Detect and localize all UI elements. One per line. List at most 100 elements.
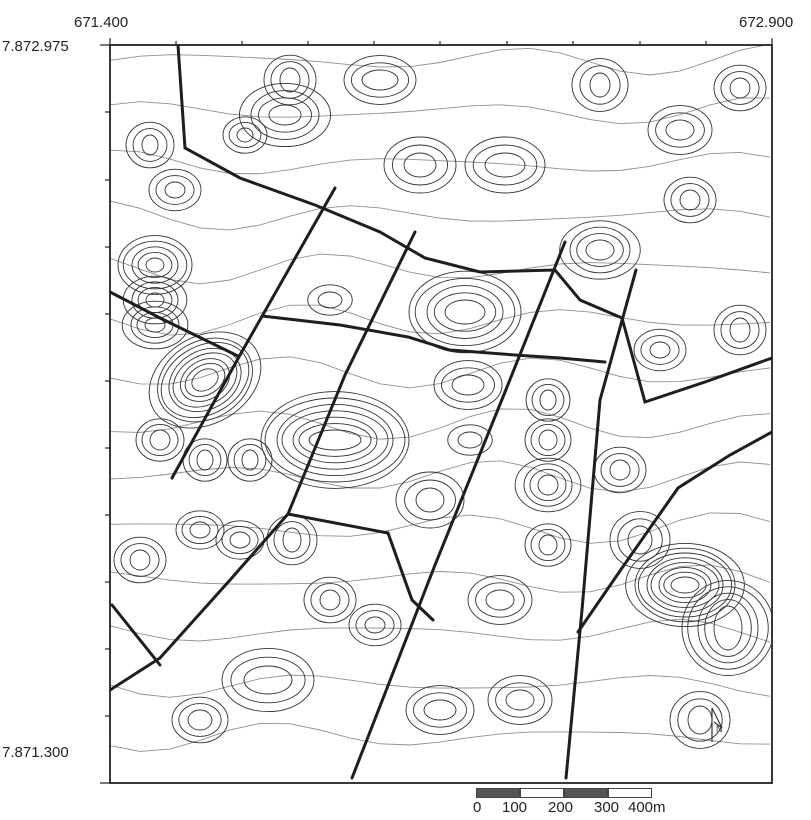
contour-line [364, 616, 386, 634]
contour-line [164, 181, 186, 199]
contour-line [704, 599, 752, 657]
fault-line-left-lower [110, 603, 162, 667]
contour-line [227, 438, 273, 482]
contour-line [236, 127, 254, 143]
fault-line-mid-band [260, 314, 607, 364]
north-arrow-label: N [716, 724, 723, 734]
contour-line [273, 521, 311, 559]
contour-line [713, 304, 767, 356]
scale-bar-segment-2 [520, 788, 564, 798]
contour-line [110, 564, 771, 593]
contour-line [457, 431, 483, 449]
contour-line [282, 527, 302, 553]
contour-line [121, 300, 189, 350]
contour-line [258, 97, 312, 133]
contour-line [395, 471, 465, 529]
contour-line [426, 285, 504, 339]
contour-line [196, 449, 214, 471]
contour-line [441, 367, 495, 403]
contour-line [155, 175, 195, 205]
contour-line [110, 674, 771, 698]
contour-line [413, 692, 467, 728]
contour-line [298, 423, 372, 457]
contour-line [720, 71, 760, 105]
contour-line [268, 104, 302, 126]
fault-lines [110, 45, 772, 780]
contour-line [524, 418, 572, 462]
contour-line [188, 443, 222, 477]
contour-line [634, 547, 736, 623]
contour-line [122, 240, 188, 290]
contour-line [697, 592, 759, 664]
contour-line [178, 703, 222, 737]
contour-line [131, 246, 179, 284]
contour-line [308, 429, 362, 451]
contour-line [729, 77, 751, 99]
contour-line [120, 543, 160, 577]
scale-bar-label-400m: 400m [628, 799, 666, 816]
contour-line [579, 65, 621, 105]
contour-line [600, 453, 640, 487]
frame-ticks [100, 38, 773, 784]
contour-line [531, 383, 565, 417]
contour-line [148, 168, 202, 212]
contour-line [350, 62, 410, 98]
contour-line [687, 705, 713, 735]
contour-line [529, 468, 567, 502]
contour-line [713, 605, 743, 651]
contour-line [343, 55, 417, 105]
contour-line [263, 54, 317, 106]
contour-line [187, 709, 213, 731]
contour-line [433, 292, 497, 332]
contour-line [141, 134, 159, 156]
contour-line [637, 552, 733, 618]
contour-line [307, 284, 353, 316]
contour-line [191, 368, 219, 392]
contour-line [669, 691, 731, 749]
contour-line [444, 299, 486, 325]
contour-line [569, 226, 631, 274]
contour-line [625, 542, 745, 628]
contour-line [276, 403, 394, 477]
contour-line [655, 112, 705, 148]
contour-line [132, 128, 168, 162]
contour-line [687, 586, 769, 670]
contour-line [179, 358, 231, 402]
contour-line [189, 521, 211, 539]
y-min-coordinate-label: 7.871.300 [2, 744, 69, 761]
contour-line [137, 251, 173, 279]
contour-line [538, 429, 558, 451]
contour-line [640, 335, 680, 365]
contour-line [538, 534, 558, 556]
contour-line [663, 176, 717, 224]
contour-line [141, 423, 179, 457]
contour-line [110, 722, 771, 752]
contour-line [484, 152, 526, 178]
contour-line [292, 416, 378, 464]
y-max-coordinate-label: 7.872.975 [2, 38, 69, 55]
fault-line-diagonal-1 [170, 186, 337, 480]
contour-line [609, 511, 671, 569]
contour-line [617, 518, 663, 562]
scale-bar-label-100: 100 [502, 799, 528, 816]
contour-line [403, 152, 437, 178]
contour-line [559, 220, 641, 280]
contour-line [589, 72, 611, 98]
contour-line [713, 64, 767, 112]
fault-line-diagonal-2 [286, 230, 417, 516]
contour-line [720, 311, 760, 349]
contour-line [571, 58, 629, 112]
contour-line [647, 105, 713, 155]
contour-line [679, 189, 701, 211]
contour-line [110, 97, 771, 125]
contour-line [145, 292, 165, 308]
contour-line [125, 121, 175, 169]
contour-line [663, 571, 707, 599]
contour-line [110, 45, 769, 76]
contour-line [221, 647, 315, 713]
contour-line [145, 257, 165, 273]
contour-line [677, 698, 723, 742]
contour-line [729, 317, 751, 343]
contour-line [157, 337, 253, 423]
contour-line [129, 549, 151, 571]
